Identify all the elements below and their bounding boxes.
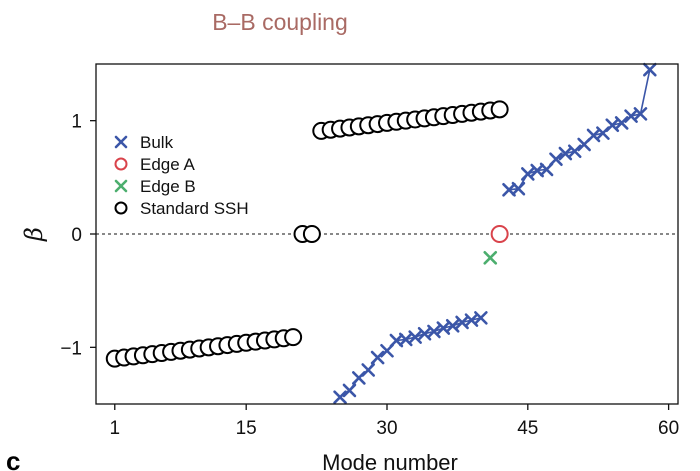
- series-bulk: [333, 62, 657, 405]
- legend-symbol-edge-a: [114, 157, 128, 171]
- x-tick-label-2: 30: [376, 418, 397, 439]
- legend-symbol-standard-ssh: [114, 201, 128, 215]
- chart-title: B–B coupling: [212, 9, 348, 35]
- legend-marker-edge-a: [114, 157, 128, 171]
- legend-label-edge-a: Edge A: [140, 155, 195, 174]
- legend-label-bulk: Bulk: [140, 133, 174, 152]
- legend-marker-bulk: [114, 135, 128, 149]
- series-edge-b: [483, 251, 498, 265]
- legend-item-standard-ssh: Standard SSH: [114, 199, 249, 218]
- series-standard-ssh: [105, 100, 509, 368]
- series-edge-a: [490, 225, 509, 243]
- data-point-bulk-4: [370, 350, 385, 365]
- data-point-standard-ssh-21: [302, 225, 321, 243]
- ticks-layer: 1 15 30 45 60 −1 0 1: [60, 112, 679, 439]
- legend-label-edge-b: Edge B: [140, 177, 196, 196]
- legend-label-standard-ssh: Standard SSH: [140, 199, 249, 218]
- panel-label: c: [6, 446, 20, 471]
- x-tick-label-0: 1: [109, 418, 120, 439]
- legend-item-edge-a: Edge A: [114, 155, 195, 174]
- data-point-bulk-18: [521, 167, 535, 181]
- data-point-bulk-3: [361, 363, 376, 377]
- y-tick-label-2: 1: [71, 112, 82, 133]
- data-point-bulk-17: [511, 181, 526, 196]
- series-line-bulk-0: [339, 317, 482, 398]
- data-point-bulk-12: [445, 318, 460, 333]
- legend-symbol-bulk: [114, 135, 128, 149]
- data-point-edge-a-0: [490, 225, 509, 243]
- data-point-bulk-21: [549, 152, 563, 166]
- legend-marker-standard-ssh: [114, 201, 128, 215]
- data-point-bulk-23: [567, 144, 582, 159]
- y-axis-label: β: [20, 227, 48, 242]
- data-point-bulk-10: [427, 324, 441, 339]
- data-point-bulk-28: [614, 116, 629, 130]
- data-point-bulk-31: [643, 62, 657, 77]
- x-tick-label-4: 60: [658, 418, 679, 439]
- legend: Bulk Edge A Edge B Standard SSH: [114, 133, 249, 218]
- legend-item-bulk: Bulk: [114, 133, 174, 152]
- y-tick-label-0: −1: [60, 338, 82, 359]
- data-point-bulk-15: [474, 311, 488, 325]
- legend-item-edge-b: Edge B: [114, 177, 196, 196]
- data-point-bulk-8: [408, 330, 422, 344]
- legend-marker-edge-b: [114, 179, 128, 193]
- data-point-bulk-30: [633, 107, 648, 121]
- data-point-standard-ssh-41: [490, 100, 509, 119]
- y-tick-label-1: 0: [71, 225, 82, 246]
- x-axis-label: Mode number: [322, 450, 458, 471]
- marks-layer: [96, 62, 678, 405]
- x-tick-label-3: 45: [517, 418, 538, 439]
- data-point-standard-ssh-19: [284, 328, 303, 347]
- legend-symbol-edge-b: [114, 179, 128, 193]
- data-point-edge-b-0: [483, 251, 498, 265]
- data-point-bulk-0: [333, 390, 347, 405]
- x-tick-label-1: 15: [236, 418, 257, 439]
- data-point-bulk-1: [342, 383, 357, 398]
